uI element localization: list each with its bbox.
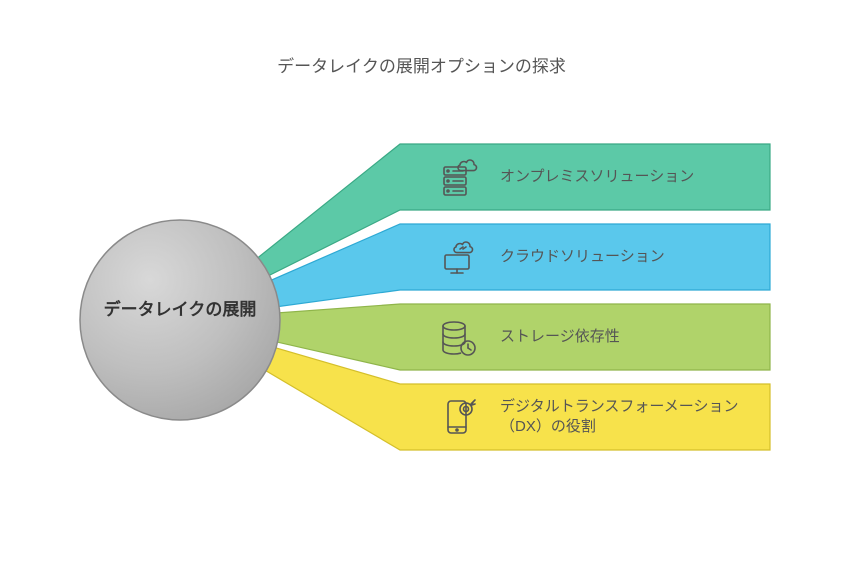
diagram-canvas xyxy=(0,0,843,566)
database-clock-icon xyxy=(438,317,478,357)
hub-label: データレイクの展開 xyxy=(90,298,270,322)
branch-label: ストレージ依存性 xyxy=(500,327,750,347)
branch-label: デジタルトランスフォーメーション（DX）の役割 xyxy=(500,397,750,438)
phone-target-icon xyxy=(438,397,478,437)
branch-label: クラウドソリューション xyxy=(500,247,750,267)
cloud-monitor-icon xyxy=(438,237,478,277)
branch-label: オンプレミスソリューション xyxy=(500,167,750,187)
server-cloud-icon xyxy=(438,157,478,197)
